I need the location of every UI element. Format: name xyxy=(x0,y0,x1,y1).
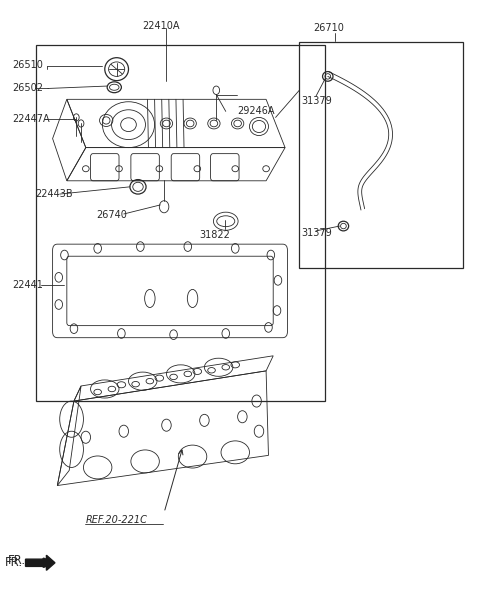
Text: 22447A: 22447A xyxy=(12,114,50,124)
Text: 22410A: 22410A xyxy=(143,21,180,30)
Text: FR.: FR. xyxy=(5,556,23,569)
Text: 31379: 31379 xyxy=(301,228,332,238)
Text: 31379: 31379 xyxy=(301,96,332,105)
Text: 26510: 26510 xyxy=(12,60,43,70)
Text: 26710: 26710 xyxy=(313,23,345,33)
FancyArrow shape xyxy=(25,555,55,570)
Text: FR.: FR. xyxy=(8,554,25,568)
Text: 26502: 26502 xyxy=(12,83,43,93)
Text: 22441: 22441 xyxy=(12,280,43,290)
Text: 29246A: 29246A xyxy=(238,107,275,116)
Bar xyxy=(36,45,325,401)
Text: 31822: 31822 xyxy=(200,230,230,240)
Text: 22443B: 22443B xyxy=(35,189,72,199)
Bar xyxy=(300,42,463,269)
Text: REF.20-221C: REF.20-221C xyxy=(86,515,148,525)
Text: 26740: 26740 xyxy=(96,210,128,220)
